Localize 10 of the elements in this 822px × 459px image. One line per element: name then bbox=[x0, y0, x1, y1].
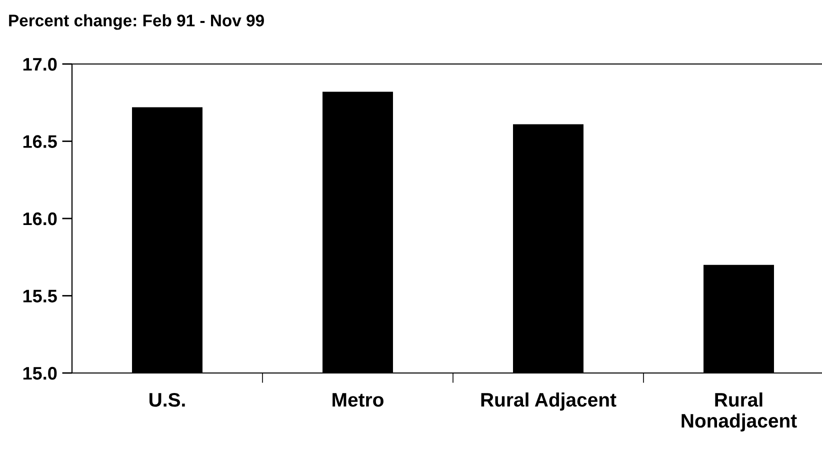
x-tick-label: Rural Adjacent bbox=[481, 392, 616, 411]
y-tick-label: 16.5 bbox=[23, 135, 57, 148]
y-tick-label: 15.5 bbox=[23, 290, 57, 302]
x-tick-label: Metro bbox=[332, 393, 384, 407]
y-tick-label: 16.0 bbox=[23, 212, 57, 226]
x-tick-label: U.S. bbox=[150, 392, 185, 407]
x-tick-label: Rural Nonadjacent bbox=[682, 392, 797, 432]
chart-title: Percent change: Feb 91 - Nov 99 bbox=[9, 14, 264, 30]
y-tick-label: 15.0 bbox=[23, 366, 57, 380]
y-tick-label: 17.0 bbox=[23, 58, 57, 71]
